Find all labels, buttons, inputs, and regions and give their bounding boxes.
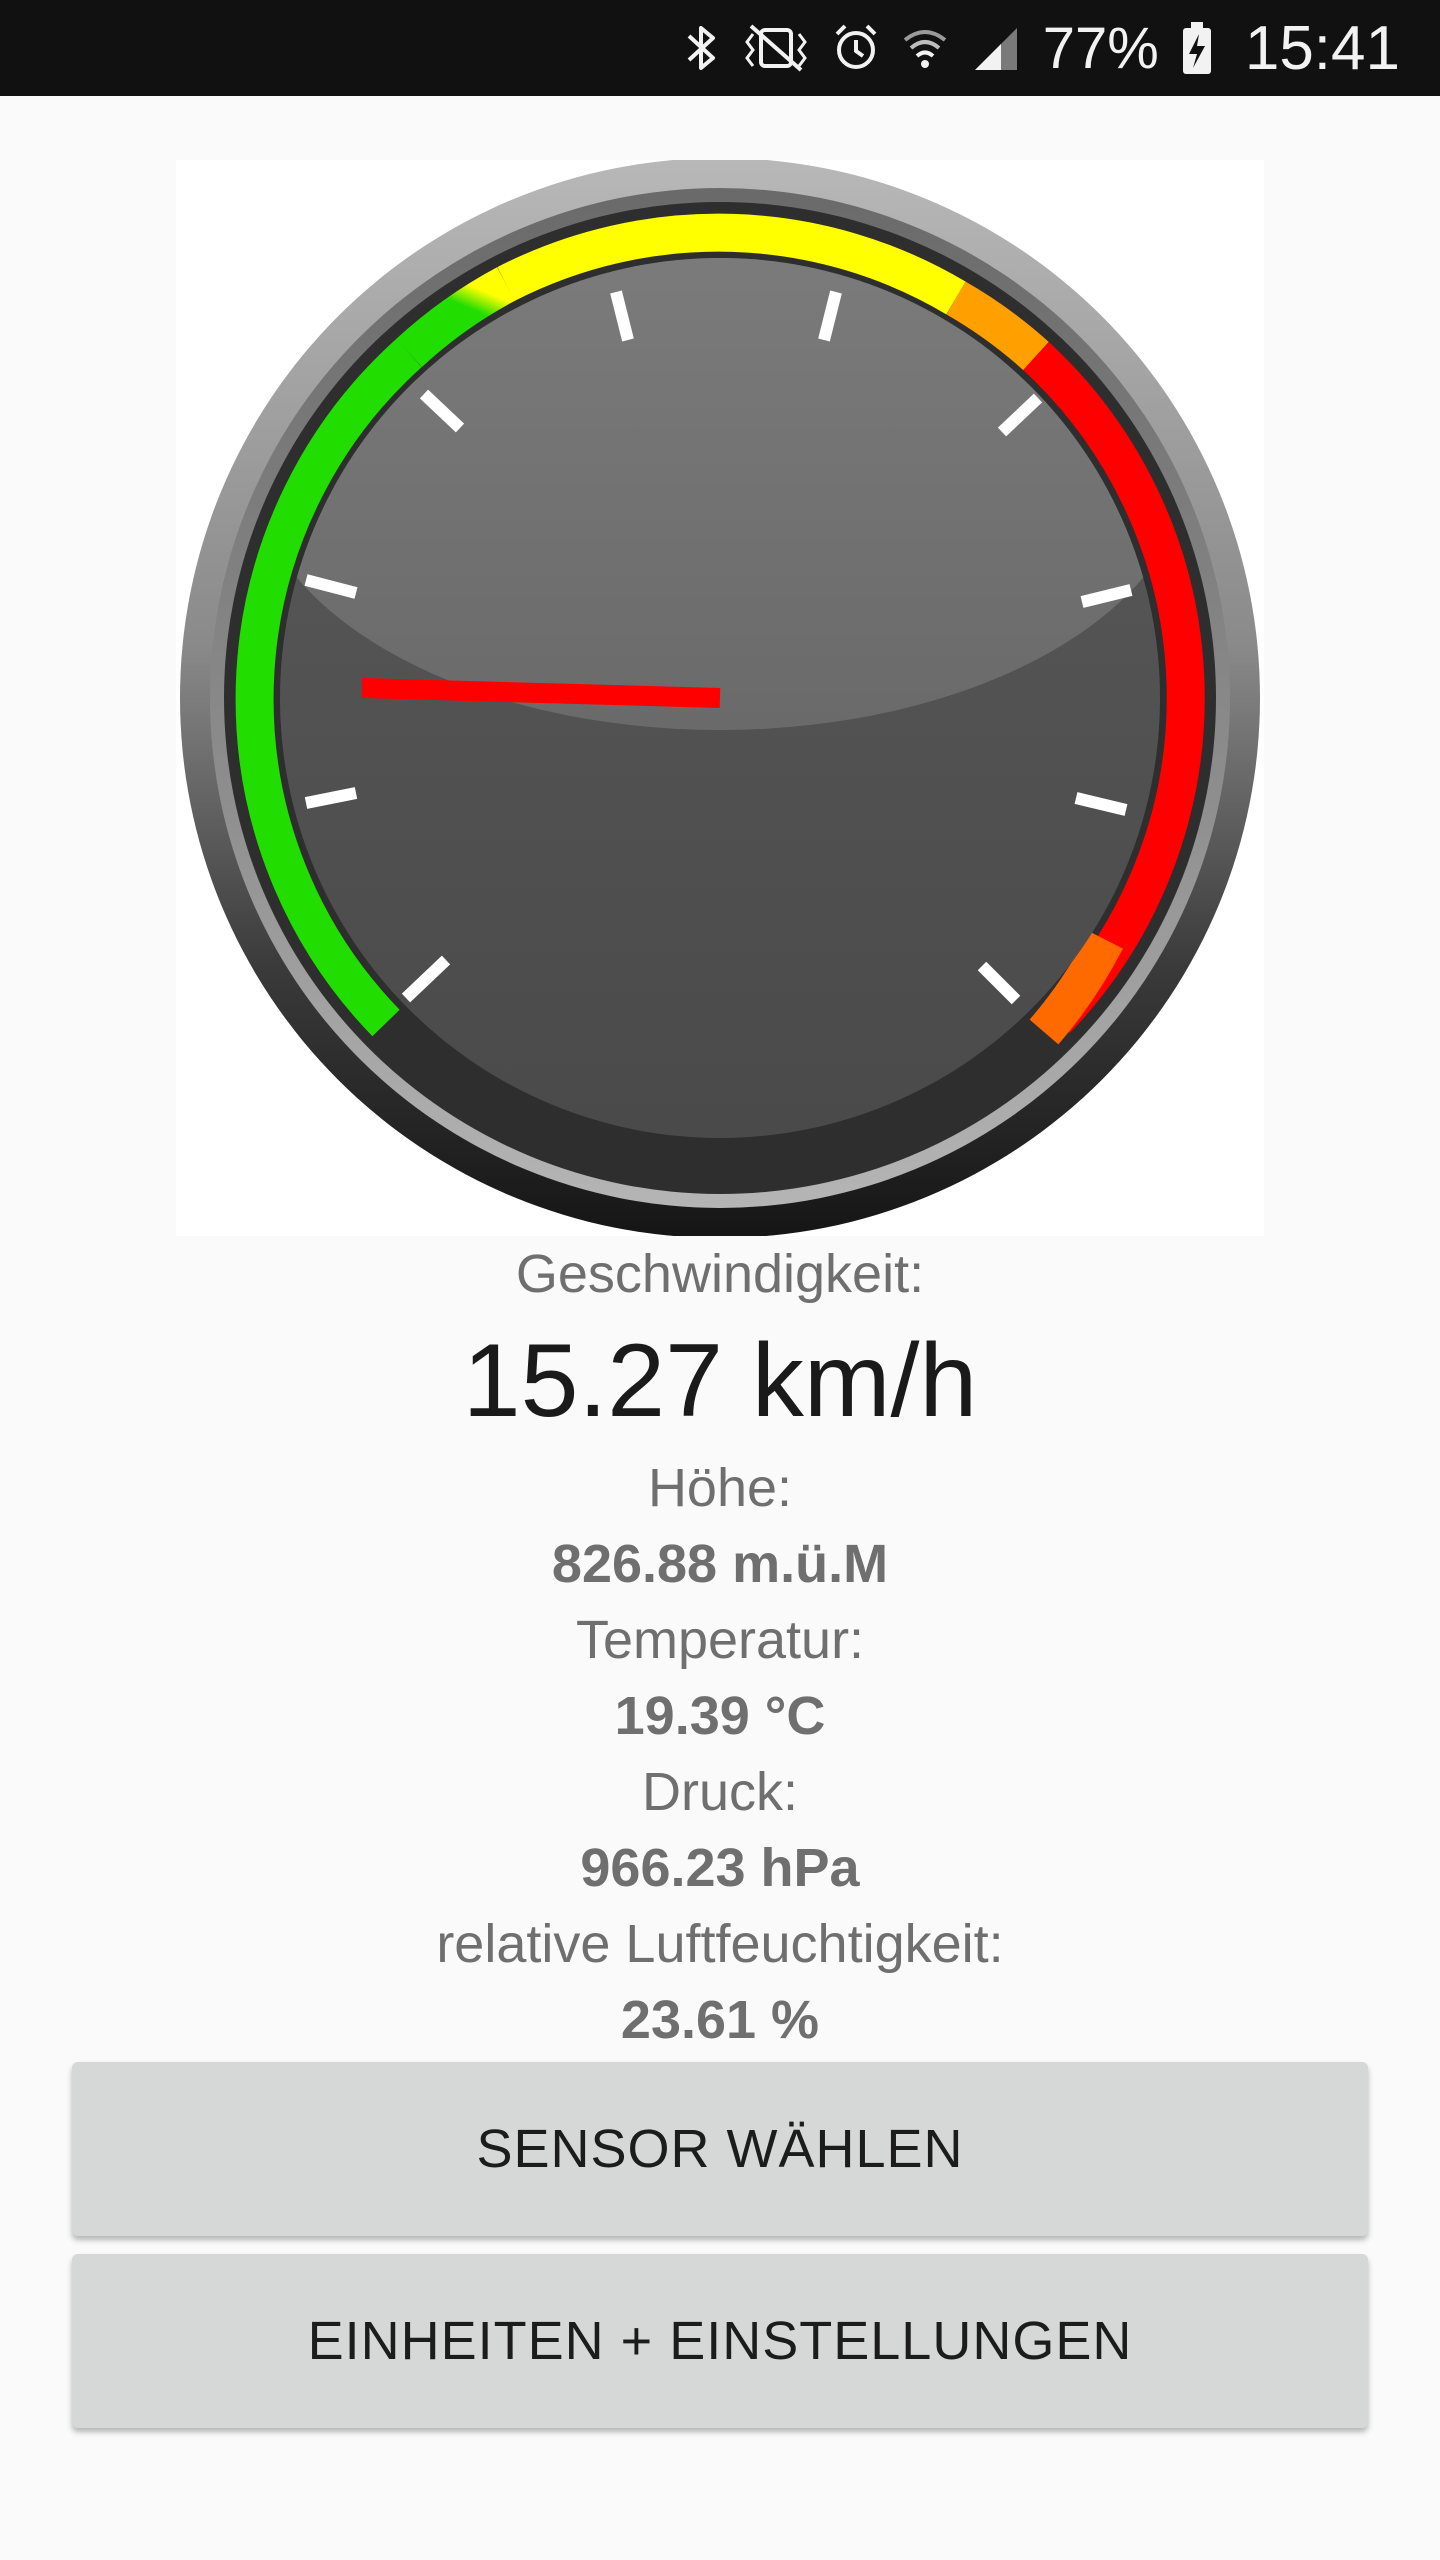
clock: 15:41 — [1244, 13, 1400, 83]
status-icons: 77% 15:41 — [685, 0, 1400, 96]
temperature-value: 19.39 °C — [614, 1686, 826, 1746]
sensor-readings: Geschwindigkeit: 15.27 km/h Höhe: 826.88… — [0, 1236, 1440, 2058]
speed-value: 15.27 km/h — [462, 1323, 978, 1439]
bluetooth-icon — [685, 22, 719, 74]
humidity-value: 23.61 % — [620, 1990, 820, 2050]
temperature-label: Temperatur: — [575, 1610, 865, 1670]
pressure-value: 966.23 hPa — [580, 1838, 860, 1898]
vibrate-mute-icon — [741, 22, 811, 74]
status-bar: 77% 15:41 — [0, 0, 1440, 96]
battery-charging-icon — [1181, 20, 1213, 76]
wifi-icon — [901, 22, 949, 74]
gauge-needle — [361, 678, 721, 708]
alarm-icon — [833, 22, 879, 74]
gauge-color-arc — [235, 213, 1205, 1045]
units-settings-button[interactable]: EINHEITEN + EINSTELLUNGEN — [72, 2254, 1368, 2428]
select-sensor-button[interactable]: SENSOR WÄHLEN — [72, 2062, 1368, 2236]
cell-signal-icon — [971, 22, 1021, 74]
speedometer-gauge — [176, 160, 1264, 1236]
pressure-label: Druck: — [641, 1762, 798, 1822]
speed-label: Geschwindigkeit: — [515, 1244, 925, 1304]
altitude-label: Höhe: — [647, 1458, 793, 1518]
humidity-label: relative Luftfeuchtigkeit: — [436, 1914, 1004, 1974]
battery-percent: 77% — [1042, 15, 1159, 81]
altitude-value: 826.88 m.ü.M — [551, 1534, 889, 1594]
gauge-ticks — [304, 290, 1133, 1005]
